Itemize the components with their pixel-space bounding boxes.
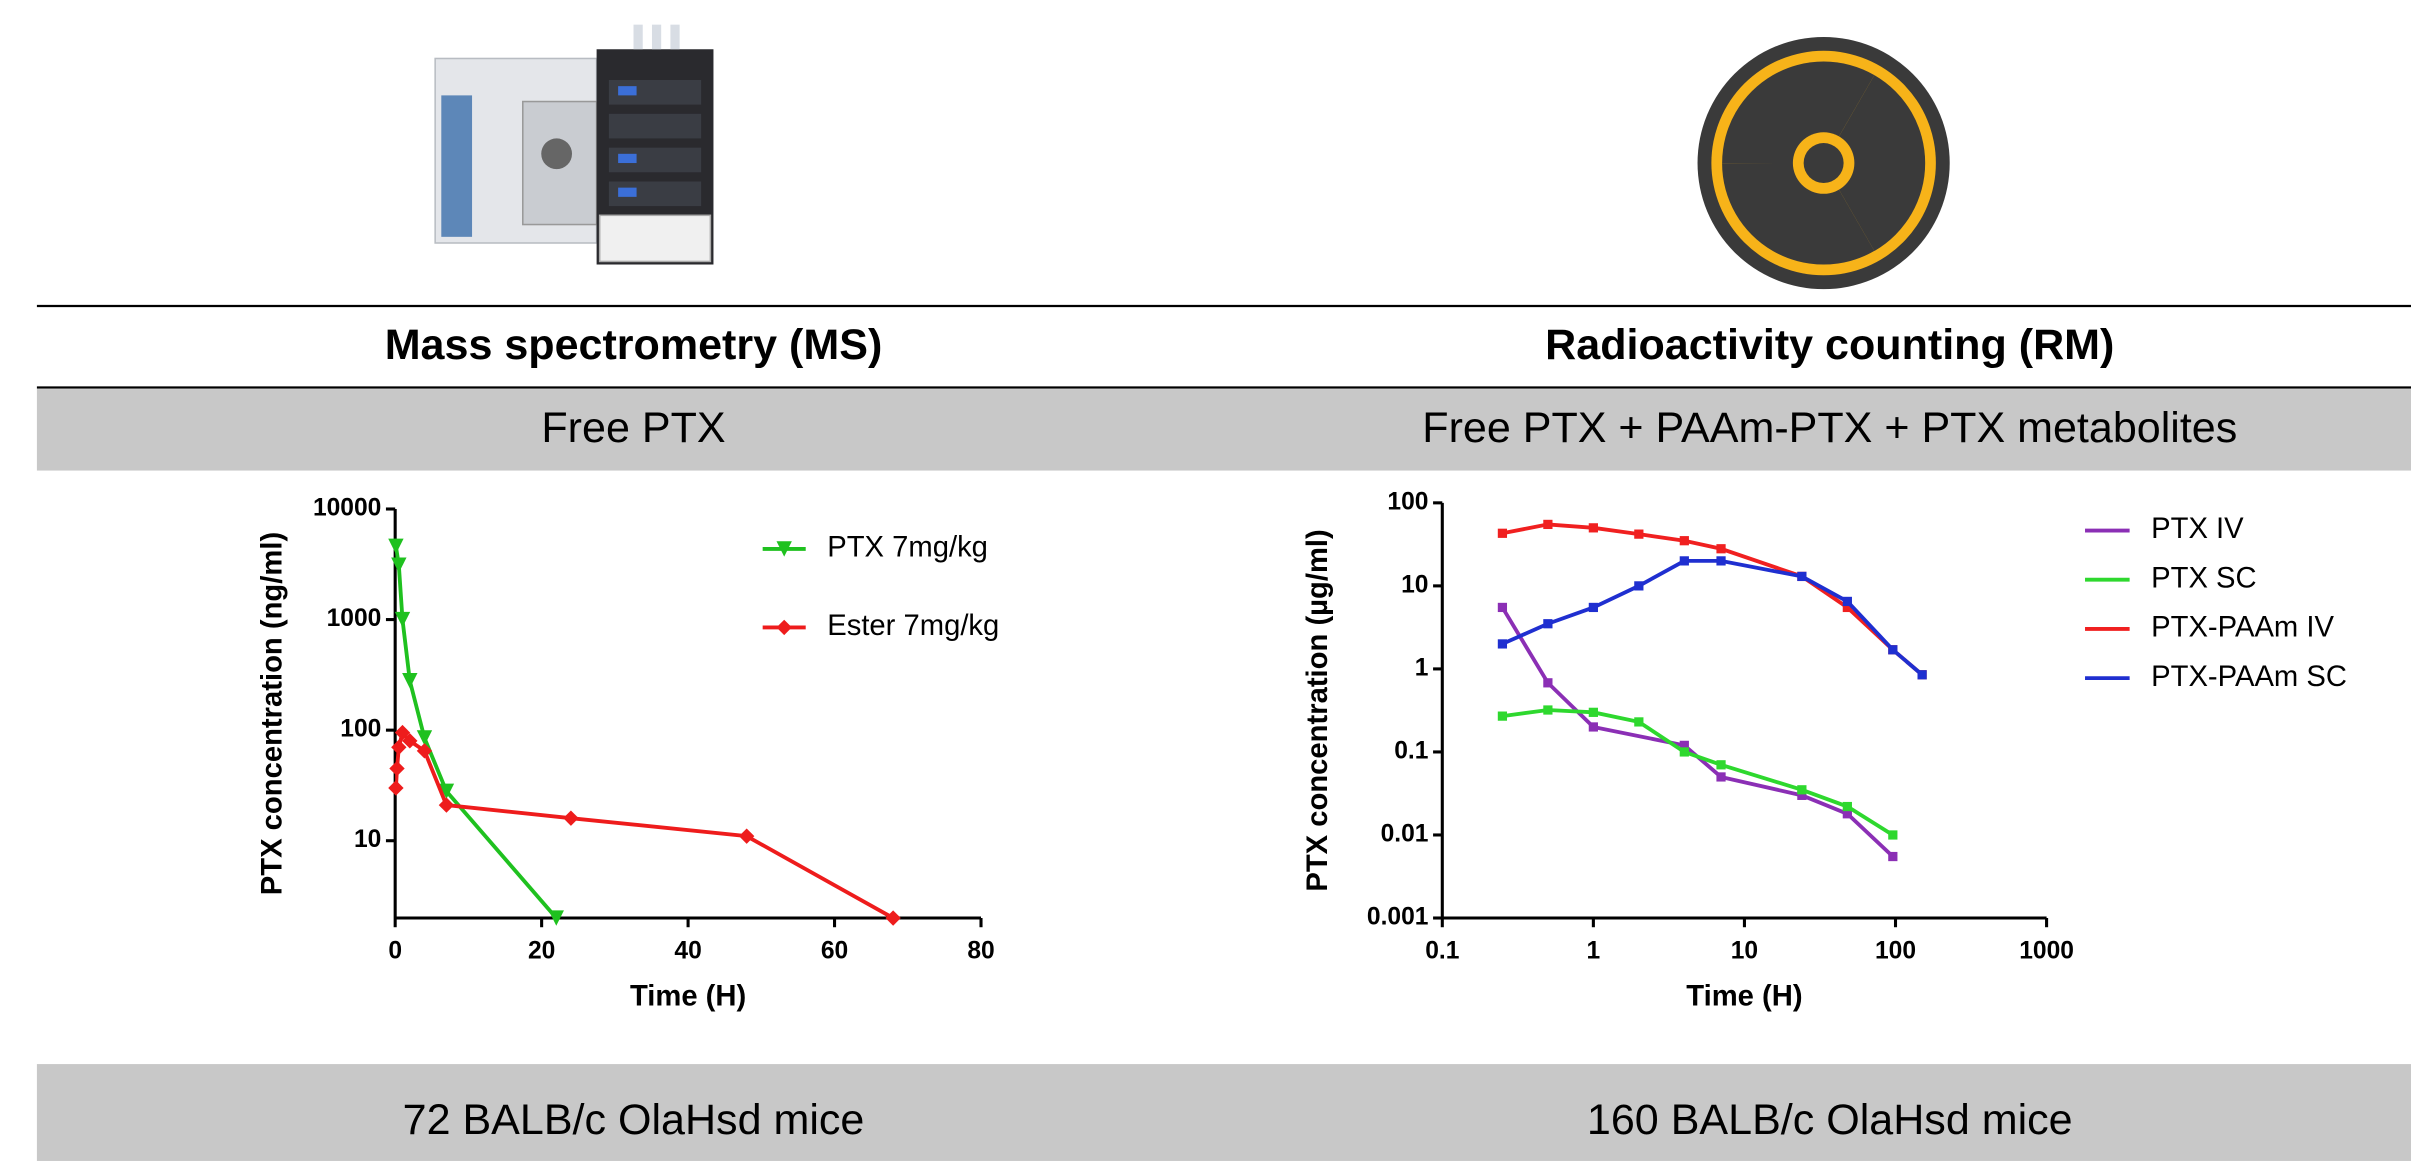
point bbox=[388, 780, 404, 796]
x-tick-label: 0.1 bbox=[1425, 937, 1459, 964]
x-tick-label: 1000 bbox=[2019, 937, 2074, 964]
mice-label: 72 BALB/c OlaHsd mice bbox=[403, 1096, 865, 1144]
point bbox=[738, 828, 755, 844]
point bbox=[1716, 556, 1726, 566]
point bbox=[388, 538, 404, 554]
legend-label: PTX-PAAm SC bbox=[2151, 661, 2347, 693]
point bbox=[1497, 602, 1508, 613]
point bbox=[1634, 529, 1644, 539]
legend-label: PTX SC bbox=[2151, 562, 2256, 594]
radiation-symbol bbox=[1697, 36, 1950, 290]
point bbox=[1679, 747, 1689, 757]
point bbox=[1888, 830, 1898, 840]
point bbox=[548, 910, 564, 926]
point bbox=[416, 730, 433, 746]
point bbox=[1888, 645, 1898, 655]
point bbox=[563, 810, 579, 826]
point bbox=[1842, 596, 1852, 607]
legend-label: PTX-PAAm IV bbox=[2151, 612, 2334, 644]
point bbox=[1842, 801, 1852, 812]
y-tick-label: 1 bbox=[1415, 654, 1429, 681]
point bbox=[1634, 581, 1644, 591]
point bbox=[402, 673, 418, 689]
point bbox=[1543, 519, 1553, 530]
y-axis-title: PTX concentration (ng/ml) bbox=[256, 532, 288, 895]
point bbox=[1797, 785, 1807, 795]
y-tick-label: 100 bbox=[340, 716, 381, 743]
x-tick-label: 10 bbox=[1731, 937, 1758, 964]
point bbox=[1588, 523, 1598, 533]
point bbox=[1716, 760, 1726, 770]
analyte-label: Free PTX + PAAm-PTX + PTX metabolites bbox=[1422, 404, 2237, 452]
x-tick-label: 80 bbox=[967, 937, 994, 964]
x-axis-title: Time (H) bbox=[630, 981, 746, 1013]
point bbox=[1679, 536, 1689, 546]
point bbox=[1679, 740, 1689, 750]
method-header: Radioactivity counting (RM) bbox=[1545, 321, 2114, 369]
x-tick-label: 60 bbox=[821, 937, 848, 964]
x-tick-label: 0 bbox=[388, 937, 402, 964]
point bbox=[1543, 705, 1553, 715]
point bbox=[389, 760, 405, 777]
point bbox=[1543, 619, 1553, 629]
series-line bbox=[1502, 708, 1894, 837]
x-tick-label: 1 bbox=[1587, 937, 1601, 964]
series-line bbox=[1502, 522, 1924, 677]
point bbox=[1497, 711, 1508, 721]
point bbox=[885, 910, 901, 926]
series-line bbox=[1501, 558, 1924, 677]
x-tick-label: 40 bbox=[674, 937, 701, 964]
ms-instrument-illustration bbox=[434, 24, 714, 265]
point bbox=[391, 557, 407, 573]
y-tick-label: 10000 bbox=[313, 495, 381, 522]
point bbox=[1917, 670, 1927, 680]
point bbox=[1716, 772, 1726, 782]
point bbox=[1842, 602, 1852, 613]
point bbox=[1634, 717, 1644, 727]
point bbox=[1842, 809, 1852, 819]
x-tick-label: 20 bbox=[528, 937, 555, 964]
y-tick-label: 1000 bbox=[327, 605, 382, 632]
y-tick-label: 10 bbox=[1401, 571, 1428, 598]
point bbox=[1888, 851, 1898, 862]
legend-label: Ester 7mg/kg bbox=[827, 610, 999, 642]
y-tick-label: 0.001 bbox=[1367, 904, 1429, 931]
legend-label: PTX IV bbox=[2151, 513, 2244, 545]
legend-label: PTX 7mg/kg bbox=[827, 532, 988, 564]
analyte-label: Free PTX bbox=[541, 404, 725, 452]
point bbox=[1797, 790, 1807, 800]
point bbox=[1543, 678, 1553, 688]
point bbox=[1716, 544, 1726, 554]
y-axis-title: PTX concentration (µg/ml) bbox=[1302, 529, 1334, 891]
point bbox=[394, 724, 411, 741]
point bbox=[1679, 556, 1689, 566]
point bbox=[1588, 722, 1598, 732]
point bbox=[776, 541, 792, 557]
point bbox=[1497, 639, 1508, 649]
y-tick-label: 100 bbox=[1387, 488, 1428, 515]
x-tick-label: 100 bbox=[1875, 937, 1916, 964]
point bbox=[438, 783, 455, 799]
y-tick-label: 10 bbox=[354, 826, 381, 853]
y-tick-label: 0.01 bbox=[1381, 820, 1429, 847]
point bbox=[1588, 602, 1598, 613]
analyte-band bbox=[36, 389, 2411, 471]
point bbox=[1797, 571, 1807, 582]
method-header: Mass spectrometry (MS) bbox=[385, 321, 883, 369]
mice-label: 160 BALB/c OlaHsd mice bbox=[1587, 1096, 2073, 1144]
point bbox=[1497, 528, 1508, 538]
point bbox=[776, 619, 792, 636]
point bbox=[1588, 707, 1598, 717]
y-tick-label: 0.1 bbox=[1394, 737, 1428, 764]
x-axis-title: Time (H) bbox=[1686, 981, 1802, 1013]
series-line bbox=[1500, 606, 1895, 858]
point bbox=[394, 611, 411, 628]
series-line bbox=[395, 728, 895, 919]
mice-band bbox=[36, 1064, 2411, 1161]
